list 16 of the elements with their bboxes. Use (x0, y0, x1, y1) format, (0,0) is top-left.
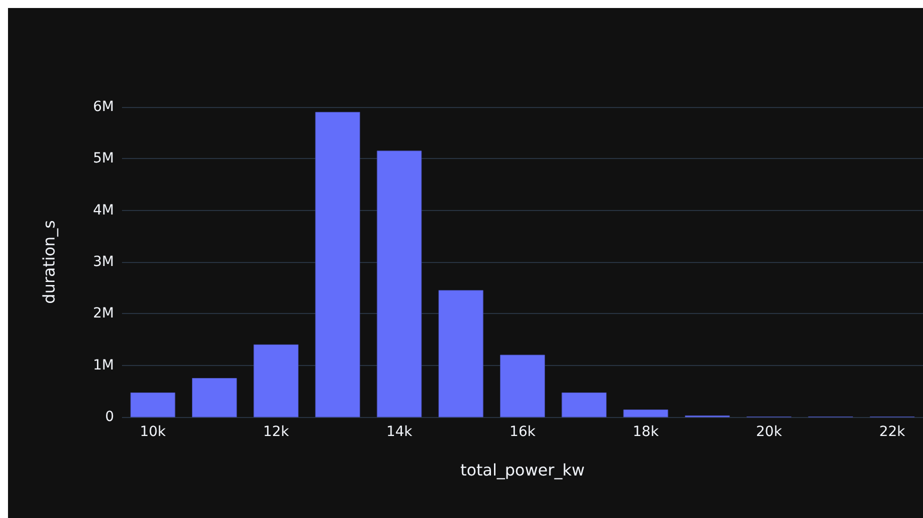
x-tick-label: 14k (386, 424, 414, 440)
x-tick-label: 16k (510, 424, 536, 440)
y-tick-label: 4M (93, 202, 114, 218)
x-tick-label: 18k (632, 424, 660, 440)
y-tick-label: 0 (105, 409, 114, 425)
x-tick-label: 10k (140, 424, 167, 440)
y-tick-label: 1M (93, 357, 114, 374)
y-tick-label: 5M (93, 150, 114, 167)
y-tick-label: 3M (93, 254, 114, 270)
x-tick-label: 12k (263, 424, 290, 440)
x-axis-title: total_power_kw (460, 460, 585, 480)
y-tick-label: 2M (93, 306, 114, 322)
x-tick-label: 20k (756, 424, 783, 440)
y-axis-title: duration_s (40, 220, 58, 304)
x-tick-label: 22k (879, 424, 906, 440)
y-tick-label: 6M (93, 99, 114, 115)
